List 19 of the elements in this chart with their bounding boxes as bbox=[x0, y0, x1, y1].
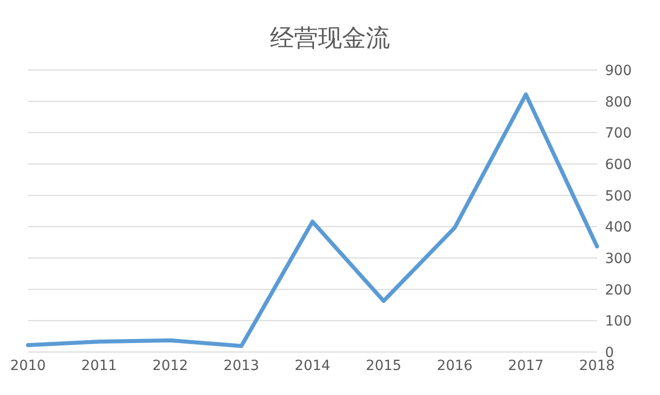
x-tick-label: 2015 bbox=[366, 358, 402, 374]
line-series bbox=[26, 92, 599, 348]
y-tick-label: 400 bbox=[605, 220, 632, 236]
chart-title: 经营现金流 bbox=[269, 23, 391, 54]
y-tick-label: 800 bbox=[605, 94, 632, 110]
y-tick-label: 700 bbox=[605, 126, 632, 142]
y-tick-label: 300 bbox=[605, 250, 632, 267]
y-tick-label: 200 bbox=[605, 282, 632, 298]
x-tick-label: 2011 bbox=[81, 358, 117, 374]
x-tick-label: 2017 bbox=[508, 358, 544, 374]
x-tick-label: 2016 bbox=[436, 358, 473, 374]
x-tick-label: 2012 bbox=[152, 358, 188, 374]
x-tick-label: 2010 bbox=[10, 358, 46, 374]
y-tick-label: 900 bbox=[605, 62, 632, 79]
x-tick-label: 2013 bbox=[224, 358, 260, 374]
y-tick-label: 500 bbox=[605, 188, 632, 204]
y-tick-label: 100 bbox=[605, 314, 632, 330]
y-tick-label: 600 bbox=[605, 156, 632, 173]
x-tick-label: 2014 bbox=[294, 358, 330, 374]
